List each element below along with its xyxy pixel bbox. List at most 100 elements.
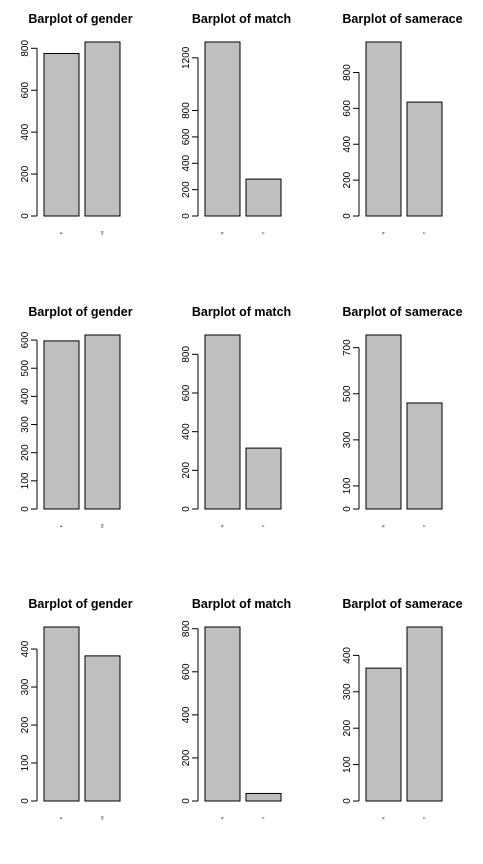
chart-panel-match-1: Barplot of match 0 200 400 600 800 1200 N Y xyxy=(161,0,322,279)
bar-n xyxy=(365,667,402,802)
y-tick-label: 500 xyxy=(342,385,353,402)
y-tick-label: 200 xyxy=(342,171,353,188)
chart-title: Barplot of gender xyxy=(28,12,132,26)
y-tick-label: 600 xyxy=(20,81,31,98)
x-category-label: M xyxy=(100,231,105,234)
y-tick-label: 400 xyxy=(20,640,31,657)
chart-panel-match-2: Barplot of match 0 200 400 600 800 N Y xyxy=(161,293,322,572)
y-tick-label: 400 xyxy=(181,423,192,440)
chart-svg: Barplot of samerace 0 200 400 600 800 N Y xyxy=(342,12,463,234)
x-category-label: N xyxy=(381,524,386,527)
x-category-label: N xyxy=(381,816,386,819)
chart-svg: Barplot of match 0 200 400 600 800 1200 N Y xyxy=(181,12,291,234)
bar-f xyxy=(43,340,80,510)
y-tick-label: 0 xyxy=(342,213,353,219)
y-tick-label: 300 xyxy=(20,678,31,695)
bar-y xyxy=(406,402,443,510)
y-tick-label: 600 xyxy=(181,128,192,145)
chart-title: Barplot of match xyxy=(192,597,291,611)
y-tick-label: 0 xyxy=(342,506,353,512)
chart-title: Barplot of samerace xyxy=(342,12,462,26)
x-category-label: Y xyxy=(422,231,427,234)
bar-n xyxy=(365,334,402,510)
y-tick-label: 400 xyxy=(342,135,353,152)
y-tick-label: 0 xyxy=(181,213,192,219)
chart-svg: Barplot of gender 0 100 200 300 400 500 600 F M xyxy=(20,305,133,528)
y-tick-label: 300 xyxy=(20,416,31,433)
bar-m xyxy=(84,334,121,510)
y-tick-label: 0 xyxy=(20,506,31,512)
y-tick-label: 0 xyxy=(20,798,31,804)
chart-svg: Barplot of match 0 200 400 600 800 N Y xyxy=(181,305,291,527)
chart-panel-samerace-1: Barplot of samerace 0 200 400 600 800 N Y xyxy=(322,0,483,279)
y-tick-label: 200 xyxy=(181,181,192,198)
y-tick-label: 600 xyxy=(342,100,353,117)
y-tick-label: 400 xyxy=(181,154,192,171)
y-tick-label: 800 xyxy=(181,620,192,637)
chart-svg: Barplot of gender 0 100 200 300 400 F M xyxy=(20,597,133,820)
bar-y xyxy=(245,792,282,802)
y-tick-label: 800 xyxy=(181,102,192,119)
y-tick-label: 600 xyxy=(20,331,31,348)
y-tick-label: 800 xyxy=(181,346,192,363)
chart-panel-samerace-2: Barplot of samerace 0 100 300 500 700 N Y xyxy=(322,293,483,572)
barplot-grid: Barplot of gender 0 200 400 600 800 F M Barplot… xyxy=(0,0,483,820)
bar-y xyxy=(245,447,282,510)
chart-svg: Barplot of samerace 0 100 300 500 700 N Y xyxy=(342,305,463,527)
bar-n xyxy=(365,41,402,217)
y-tick-label: 200 xyxy=(342,719,353,736)
y-tick-label: 100 xyxy=(20,472,31,489)
x-category-label: F xyxy=(59,231,64,234)
y-tick-label: 0 xyxy=(181,798,192,804)
x-category-label: F xyxy=(59,816,64,819)
chart-title: Barplot of samerace xyxy=(342,305,462,319)
bar-m xyxy=(84,655,121,802)
x-category-label: N xyxy=(220,524,225,527)
bar-f xyxy=(43,626,80,802)
chart-panel-gender-3: Barplot of gender 0 100 200 300 400 F M xyxy=(0,585,161,864)
chart-title: Barplot of samerace xyxy=(342,597,462,611)
chart-title: Barplot of match xyxy=(192,12,291,26)
y-tick-label: 0 xyxy=(342,798,353,804)
y-tick-label: 300 xyxy=(342,431,353,448)
x-category-label: N xyxy=(381,231,386,234)
x-category-label: Y xyxy=(261,816,266,819)
y-tick-label: 200 xyxy=(181,749,192,766)
bar-y xyxy=(406,101,443,217)
chart-panel-match-3: Barplot of match 0 200 400 600 800 N Y xyxy=(161,585,322,864)
y-tick-label: 400 xyxy=(342,647,353,664)
chart-panel-gender-1: Barplot of gender 0 200 400 600 800 F M xyxy=(0,0,161,279)
y-tick-label: 200 xyxy=(20,716,31,733)
y-tick-label: 100 xyxy=(20,754,31,771)
y-tick-label: 500 xyxy=(20,359,31,376)
y-tick-label: 300 xyxy=(342,683,353,700)
x-category-label: F xyxy=(59,524,64,527)
y-tick-label: 400 xyxy=(181,706,192,723)
y-tick-label: 600 xyxy=(181,384,192,401)
y-tick-label: 600 xyxy=(181,663,192,680)
y-tick-label: 0 xyxy=(20,213,31,219)
chart-title: Barplot of match xyxy=(192,305,291,319)
y-tick-label: 400 xyxy=(20,123,31,140)
bar-n xyxy=(204,41,241,217)
bar-n xyxy=(204,626,241,802)
x-category-label: Y xyxy=(261,524,266,527)
x-category-label: M xyxy=(100,524,105,527)
x-category-label: Y xyxy=(422,524,427,527)
chart-panel-samerace-3: Barplot of samerace 0 100 200 300 400 N Y xyxy=(322,585,483,864)
chart-svg: Barplot of gender 0 200 400 600 800 F M xyxy=(20,12,133,235)
bar-f xyxy=(43,53,80,217)
chart-title: Barplot of gender xyxy=(28,597,132,611)
y-tick-label: 800 xyxy=(20,40,31,57)
y-tick-label: 200 xyxy=(20,165,31,182)
x-category-label: Y xyxy=(261,231,266,234)
bar-y xyxy=(245,178,282,217)
chart-svg: Barplot of samerace 0 100 200 300 400 N Y xyxy=(342,597,463,819)
y-tick-label: 0 xyxy=(181,506,192,512)
y-tick-label: 200 xyxy=(181,462,192,479)
y-tick-label: 100 xyxy=(342,756,353,773)
bar-n xyxy=(204,334,241,510)
y-tick-label: 1200 xyxy=(181,46,192,69)
chart-panel-gender-2: Barplot of gender 0 100 200 300 400 500 600 F M xyxy=(0,293,161,572)
chart-svg: Barplot of match 0 200 400 600 800 N Y xyxy=(181,597,291,819)
